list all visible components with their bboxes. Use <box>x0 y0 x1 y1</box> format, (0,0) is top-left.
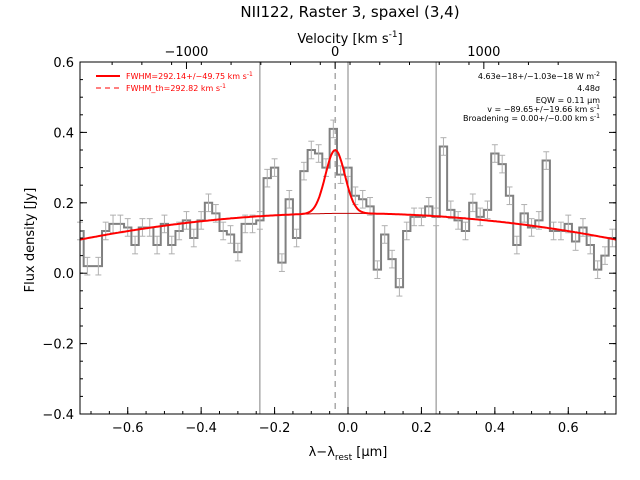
annotation-eqw: EQW = 0.11 μm <box>536 96 600 105</box>
y-axis-label: Flux density [Jy] <box>23 188 38 293</box>
top-axis-label: Velocity [km s-1] <box>297 30 402 47</box>
plot-area: −0.6 −0.4 −0.2 0.0 0.2 0.4 0.6 −0.4 −0.2 0.0 0.2 0.… <box>42 45 617 436</box>
x-tick-label: 0.6 <box>558 421 579 436</box>
legend-sup-fwhm: -1 <box>247 71 253 78</box>
top-axis-label-text: Velocity [km s <box>297 32 389 47</box>
x-axis-label: λ−λrest [μm] <box>309 445 388 463</box>
y-tick-label: 0.0 <box>53 267 74 282</box>
fit-curve <box>79 149 617 241</box>
annotation-broadening-sup: -1 <box>594 113 600 120</box>
annotation-velocity-sup: -1 <box>594 104 600 111</box>
top-tick-label: 0 <box>331 45 339 60</box>
annotation-broadening: Broadening = 0.00+/−0.00 km s <box>463 114 594 123</box>
x-tick-label: 0.4 <box>485 421 506 436</box>
top-tick-label: 1000 <box>467 45 500 60</box>
annotation-velocity: v = −89.65+/−19.66 km s <box>487 105 594 114</box>
svg-text:λ−λrest [μm]: λ−λrest [μm] <box>309 445 388 463</box>
x-axis-label-sub: rest <box>335 453 353 463</box>
y-tick-label: 0.2 <box>53 197 74 212</box>
x-axis-label-text: λ−λ <box>309 445 336 460</box>
svg-text:FWHM=292.14+/−49.75 km s-1: FWHM=292.14+/−49.75 km s-1 <box>126 71 253 81</box>
chart-title: NII122, Raster 3, spaxel (3,4) <box>240 3 459 21</box>
annotation-sigma: 4.48σ <box>577 84 600 93</box>
svg-text:FWHM_th=292.82 km s-1: FWHM_th=292.82 km s-1 <box>126 83 226 93</box>
top-axis-label-sup: -1 <box>389 30 398 40</box>
x-tick-label: 0.0 <box>338 421 359 436</box>
annotations: 4.63e−18+/−1.03e−18 W m-2 4.48σ EQW = 0.… <box>463 71 600 123</box>
y-tick-label: −0.4 <box>42 408 74 423</box>
legend-sup-fwhm-th: -1 <box>220 83 226 90</box>
legend-label-fwhm: FWHM=292.14+/−49.75 km s <box>126 72 247 81</box>
legend: FWHM=292.14+/−49.75 km s-1 FWHM_th=292.8… <box>96 71 253 93</box>
svg-text:v = −89.65+/−19.66 km s-1: v = −89.65+/−19.66 km s-1 <box>487 104 600 114</box>
x-tick-label: −0.2 <box>259 421 291 436</box>
y-tick-label: −0.2 <box>42 338 74 353</box>
top-axis-label-end: ] <box>398 32 403 47</box>
svg-text:4.63e−18+/−1.03e−18 W m-2: 4.63e−18+/−1.03e−18 W m-2 <box>478 71 600 81</box>
y-tick-label: 0.4 <box>53 126 74 141</box>
x-tick-label: −0.4 <box>185 421 217 436</box>
x-axis-label-unit: [μm] <box>352 445 387 460</box>
data-histogram <box>80 127 616 289</box>
top-tick-label: −1000 <box>164 45 208 60</box>
annotation-flux: 4.63e−18+/−1.03e−18 W m <box>478 72 594 81</box>
x-tick-label: −0.6 <box>112 421 144 436</box>
y-tick-label: 0.6 <box>53 56 74 71</box>
svg-text:Broadening = 0.00+/−0.00 km s-: Broadening = 0.00+/−0.00 km s-1 <box>463 113 600 123</box>
legend-label-fwhm-th: FWHM_th=292.82 km s <box>126 84 220 93</box>
annotation-flux-sup: -2 <box>594 71 600 78</box>
x-tick-label: 0.2 <box>411 421 432 436</box>
svg-text:Velocity [km s-1]: Velocity [km s-1] <box>297 30 402 47</box>
